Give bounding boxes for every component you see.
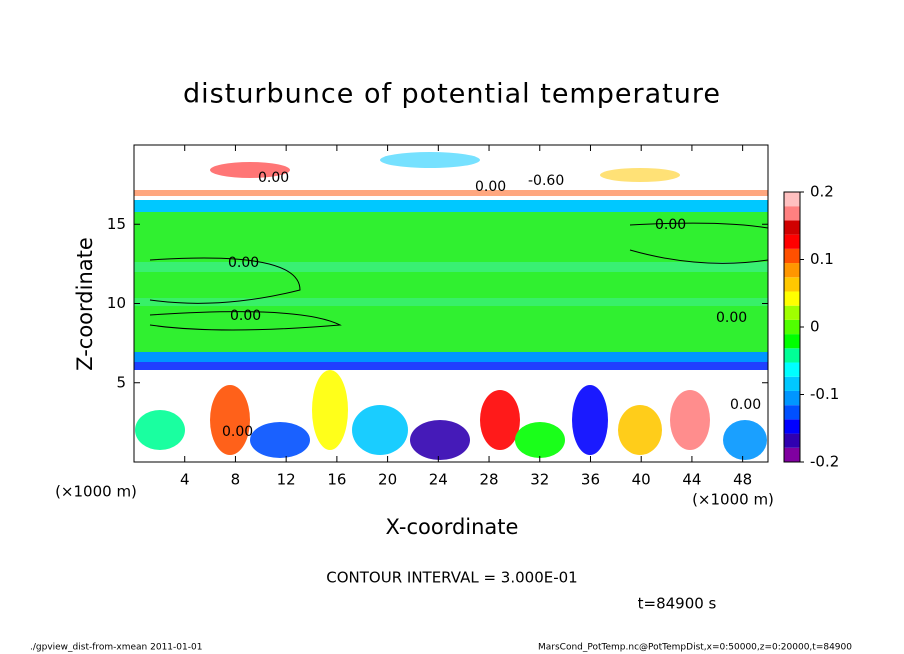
- band: [134, 190, 768, 196]
- y-unit: (×1000 m): [55, 483, 137, 501]
- band: [134, 362, 768, 370]
- band: [134, 352, 768, 364]
- blob: [515, 422, 565, 458]
- contour-label: 0.00: [230, 308, 261, 324]
- chart-title: disturbunce of potential temperature: [183, 79, 721, 110]
- colorbar-swatch: [784, 291, 800, 306]
- colorbar-tick-label: 0.2: [810, 183, 834, 201]
- band: [134, 298, 768, 306]
- colorbar-swatch: [784, 362, 800, 377]
- colorbar-tick-label: 0: [810, 318, 820, 336]
- blob: [380, 152, 480, 168]
- blob: [312, 370, 348, 450]
- x-tick-label: 36: [581, 471, 600, 489]
- x-tick-label: 24: [429, 471, 448, 489]
- green-band: [134, 212, 768, 362]
- blob: [480, 390, 520, 450]
- blob: [210, 162, 290, 178]
- x-axis-label: X-coordinate: [386, 515, 519, 539]
- colorbar-swatch: [784, 263, 800, 278]
- x-tick-label: 40: [632, 471, 651, 489]
- colorbar-swatch: [784, 376, 800, 391]
- blob: [618, 405, 662, 455]
- contour-label: -0.60: [528, 173, 564, 189]
- y-tick-label: 5: [116, 373, 126, 391]
- colorbar-swatch: [784, 405, 800, 420]
- x-tick-label: 28: [479, 471, 498, 489]
- contour-label: 0.00: [655, 217, 686, 233]
- colorbar-swatch: [784, 433, 800, 448]
- colorbar-swatch: [784, 390, 800, 406]
- contour-label: 0.00: [730, 397, 761, 413]
- time-label: t=84900 s: [638, 595, 717, 613]
- blob: [250, 422, 310, 458]
- contour-label: 0.00: [258, 170, 289, 186]
- x-unit: (×1000 m): [692, 491, 774, 509]
- colorbar-swatch: [784, 319, 800, 335]
- x-tick-label: 12: [277, 471, 296, 489]
- colorbar-swatch: [784, 348, 800, 363]
- x-tick-label: 32: [530, 471, 549, 489]
- blob: [670, 390, 710, 450]
- colorbar-swatch: [784, 447, 800, 462]
- blob: [572, 385, 608, 455]
- y-tick-label: 10: [107, 294, 126, 312]
- contour-line: [149, 222, 769, 331]
- contour-interval: CONTOUR INTERVAL = 3.000E-01: [326, 569, 577, 587]
- colorbar-swatch: [784, 220, 800, 235]
- band: [134, 262, 768, 272]
- field: [134, 145, 769, 462]
- colorbar-tick-label: -0.2: [810, 453, 839, 471]
- colorbar-swatch: [784, 248, 800, 264]
- blob: [135, 410, 185, 450]
- colorbar-swatch: [784, 334, 800, 349]
- footer-right: MarsCond_PotTemp.nc@PotTempDist,x=0:5000…: [538, 643, 852, 653]
- contour-label: 0.00: [228, 255, 259, 271]
- footer-left: ./gpview_dist-from-xmean 2011-01-01: [30, 643, 202, 653]
- colorbar-swatch: [784, 234, 800, 249]
- blob: [410, 420, 470, 460]
- colorbar-tick-label: 0.1: [810, 250, 834, 268]
- x-tick-label: 8: [231, 471, 241, 489]
- turbulence: [135, 152, 767, 460]
- blob: [210, 385, 250, 455]
- band: [134, 200, 768, 212]
- contour-label: 0.00: [222, 424, 253, 440]
- colorbar-swatch: [784, 305, 800, 320]
- contour-label: 0.00: [716, 310, 747, 326]
- y-axis-label: Z-coordinate: [73, 237, 97, 371]
- x-tick-label: 48: [733, 471, 752, 489]
- x-tick-label: 16: [327, 471, 346, 489]
- blob: [600, 168, 680, 182]
- colorbar-swatch: [784, 277, 800, 292]
- contour-labels: 0.00 0.00 0.00 0.00 0.00 0.00 0.00 0.00 …: [222, 170, 761, 440]
- y-tick-label: 15: [107, 215, 126, 233]
- colorbar-tick-label: -0.1: [810, 385, 839, 403]
- blob: [723, 420, 767, 460]
- blob: [352, 405, 408, 455]
- colorbar-swatch: [784, 206, 800, 221]
- x-tick-label: 20: [378, 471, 397, 489]
- x-tick-label: 44: [682, 471, 701, 489]
- colorbar-swatch: [784, 192, 800, 207]
- contour-label: 0.00: [475, 179, 506, 195]
- colorbar-swatch: [784, 419, 800, 434]
- x-tick-label: 4: [180, 471, 190, 489]
